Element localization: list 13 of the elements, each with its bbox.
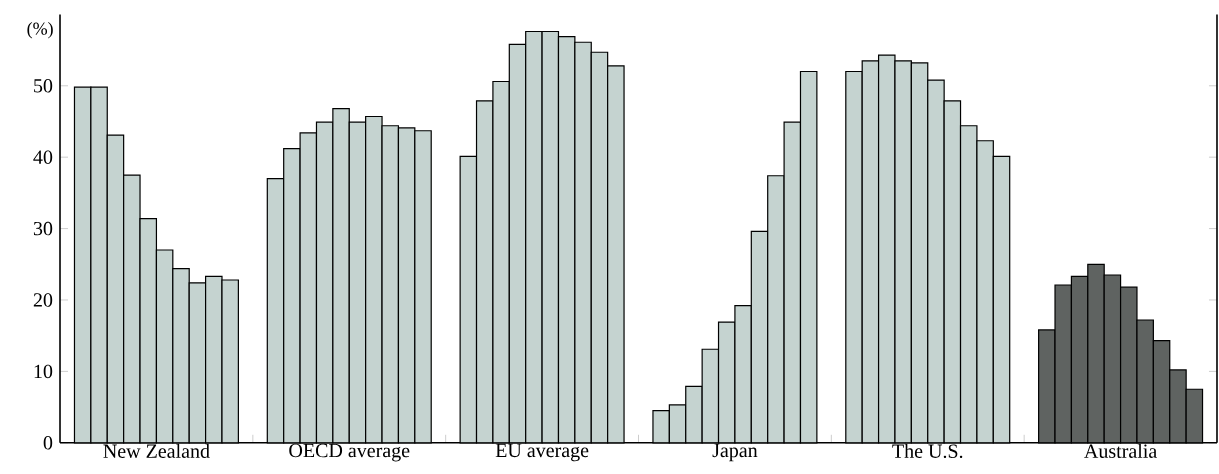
x-tick-label: EU average — [495, 443, 589, 462]
y-tick-label: 20 — [33, 293, 53, 307]
x-tick-label: New Zealand — [103, 443, 210, 458]
x-tick-label: Japan — [712, 443, 758, 462]
x-tick-label: The U.S. — [892, 443, 963, 459]
x-tick-label: Australia — [1084, 443, 1157, 458]
y-tick-label: 50 — [34, 79, 53, 93]
y-tick-label: 30 — [33, 221, 53, 236]
y-tick-label: 10 — [34, 364, 53, 379]
x-tick-label: OECD average — [289, 443, 410, 462]
y-tick-label: 0 — [43, 436, 53, 450]
y-tick-label: 40 — [33, 150, 53, 164]
y-axis-title: (%) — [27, 22, 53, 39]
